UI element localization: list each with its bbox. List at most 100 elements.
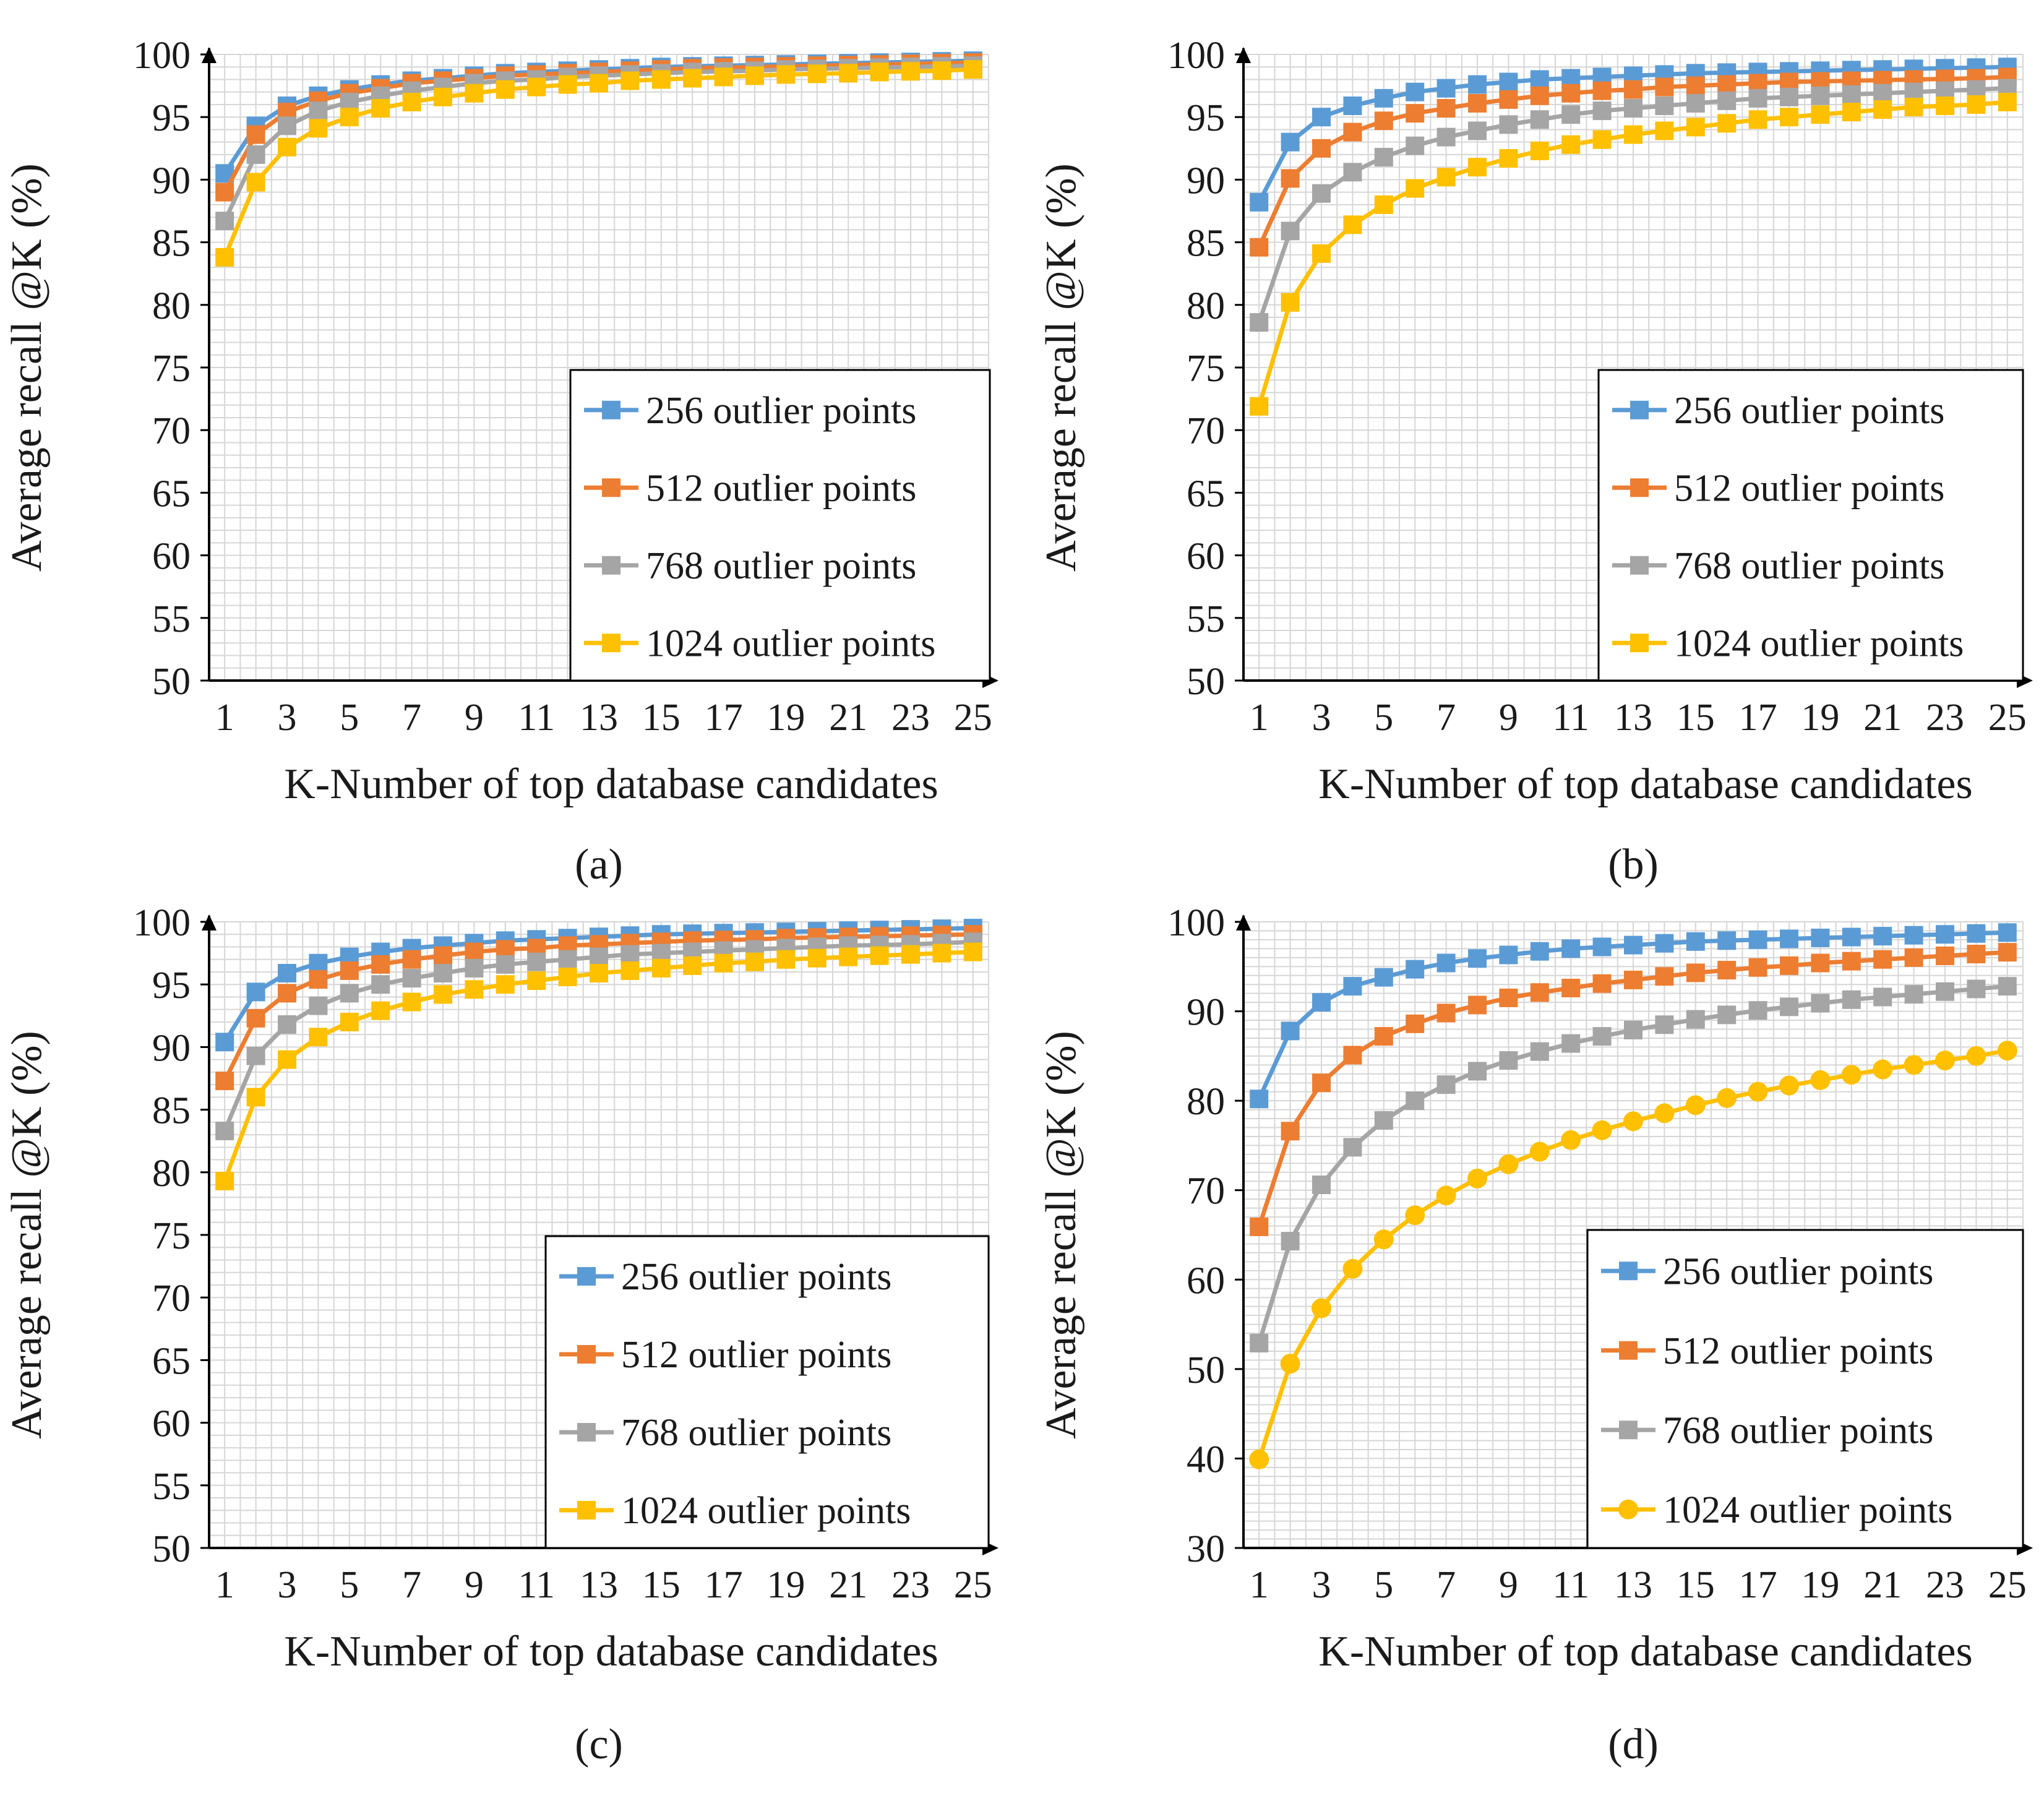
data-point	[340, 108, 359, 127]
data-point	[1561, 1034, 1581, 1053]
y-tick-label: 50	[1187, 1349, 1225, 1391]
x-tick-label: 13	[580, 697, 618, 739]
data-point	[1655, 121, 1674, 140]
x-tick-label: 15	[642, 697, 681, 739]
data-point	[1250, 1090, 1269, 1109]
legend-label: 1024 outlier points	[1663, 1489, 1952, 1531]
data-point	[309, 1028, 328, 1047]
legend-marker	[602, 478, 620, 497]
data-point	[1873, 1059, 1893, 1080]
data-point	[1967, 924, 1986, 943]
data-point	[839, 947, 858, 966]
x-tick-label: 13	[580, 1564, 618, 1606]
data-point	[340, 1012, 359, 1031]
legend-marker	[602, 400, 620, 419]
data-point	[558, 968, 577, 987]
data-point	[1468, 995, 1487, 1015]
data-point	[1873, 950, 1892, 969]
data-point	[1499, 72, 1518, 92]
data-point	[1312, 244, 1331, 263]
data-point	[590, 74, 608, 93]
data-point	[1406, 960, 1425, 979]
data-point	[558, 950, 577, 969]
data-point	[1748, 88, 1767, 108]
data-point	[558, 75, 577, 94]
data-point	[1686, 932, 1705, 951]
y-axis-title: Average recall @K (%)	[1037, 163, 1085, 572]
x-tick-label: 9	[1499, 1564, 1518, 1606]
data-point	[1281, 169, 1300, 188]
data-point	[1374, 111, 1393, 131]
x-tick-label: 5	[1374, 1564, 1393, 1606]
x-tick-label: 23	[1926, 697, 1964, 739]
data-point	[1343, 96, 1362, 115]
data-point	[1312, 1073, 1331, 1093]
data-point	[745, 952, 764, 971]
data-point	[278, 137, 296, 157]
x-tick-label: 1	[1250, 1564, 1269, 1606]
x-axis-title: K-Number of top database candidates	[284, 760, 938, 808]
data-point	[1343, 977, 1362, 996]
y-tick-label: 60	[152, 1403, 191, 1445]
data-point	[1592, 130, 1612, 149]
data-point	[1810, 1070, 1831, 1090]
data-point	[1281, 221, 1300, 241]
data-point	[309, 119, 328, 138]
legend-marker	[602, 556, 620, 575]
y-tick-label: 60	[152, 536, 191, 578]
data-point	[807, 948, 827, 968]
legend-label: 512 outlier points	[646, 467, 916, 509]
data-point	[496, 955, 515, 974]
legend-label: 256 outlier points	[621, 1256, 891, 1298]
data-point	[1967, 95, 1986, 114]
legend: 256 outlier points 512 outlier points 768 …	[544, 1235, 990, 1549]
data-point	[1468, 121, 1487, 140]
y-tick-label: 90	[1187, 992, 1225, 1034]
data-point	[1811, 86, 1830, 105]
data-point	[1811, 953, 1830, 973]
data-point	[1467, 1168, 1487, 1188]
data-point	[1561, 978, 1581, 997]
data-point	[1436, 1185, 1456, 1206]
y-tick-label: 55	[152, 598, 191, 640]
legend: 256 outlier points 512 outlier points 768 …	[1586, 1229, 2024, 1549]
data-point	[1436, 79, 1456, 98]
series-2	[1250, 977, 2017, 1352]
x-axis-title: K-Number of top database candidates	[1318, 1628, 1972, 1675]
data-point	[1312, 1176, 1331, 1195]
legend-label: 256 outlier points	[646, 390, 916, 432]
x-tick-label: 19	[1801, 1564, 1839, 1606]
data-point	[1873, 987, 1892, 1007]
data-point	[1561, 1130, 1581, 1150]
series-3	[1249, 1041, 2017, 1469]
data-point	[1780, 108, 1798, 127]
legend-label: 1024 outlier points	[646, 622, 935, 664]
data-point	[402, 950, 421, 969]
data-point	[1592, 1027, 1612, 1046]
legend-marker	[1619, 1421, 1638, 1440]
data-point	[1592, 81, 1612, 100]
y-tick-label: 70	[1187, 1171, 1225, 1213]
data-point	[402, 992, 421, 1012]
data-point	[1654, 1103, 1675, 1124]
y-tick-label: 40	[1187, 1438, 1225, 1481]
data-point	[1561, 84, 1581, 103]
data-point	[776, 65, 796, 84]
data-point	[1686, 1010, 1705, 1029]
x-tick-label: 17	[705, 697, 743, 739]
data-point	[1250, 192, 1269, 212]
data-point	[1530, 86, 1549, 105]
data-point	[1686, 76, 1705, 95]
data-point	[1281, 132, 1300, 152]
data-point	[1936, 96, 1954, 115]
legend-marker	[1618, 1499, 1638, 1519]
data-point	[527, 952, 546, 971]
x-tick-label: 17	[1739, 697, 1777, 739]
y-tick-label: 75	[152, 1215, 191, 1257]
data-point	[371, 1001, 390, 1020]
x-tick-label: 25	[954, 1564, 992, 1606]
data-point	[1312, 139, 1331, 158]
data-point	[776, 950, 796, 969]
